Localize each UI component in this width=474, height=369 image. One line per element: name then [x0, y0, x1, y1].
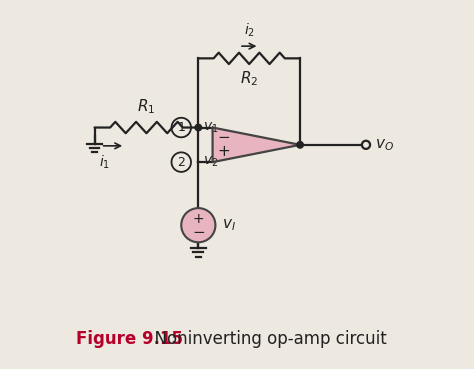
- Text: +: +: [192, 213, 204, 227]
- Polygon shape: [212, 128, 300, 162]
- Text: +: +: [218, 144, 230, 159]
- Text: $R_2$: $R_2$: [240, 70, 258, 89]
- Circle shape: [195, 124, 201, 131]
- Text: Noninverting op-amp circuit: Noninverting op-amp circuit: [144, 330, 387, 348]
- Text: 1: 1: [177, 121, 185, 134]
- Text: $v_O$: $v_O$: [374, 137, 393, 153]
- Text: Figure 9.15: Figure 9.15: [76, 330, 183, 348]
- Text: $v_1$: $v_1$: [203, 120, 219, 135]
- Circle shape: [362, 141, 370, 149]
- Text: 2: 2: [177, 156, 185, 169]
- Text: $v_2$: $v_2$: [203, 155, 219, 169]
- Text: −: −: [192, 225, 205, 239]
- Text: $R_1$: $R_1$: [137, 97, 155, 116]
- Text: $i_2$: $i_2$: [244, 21, 255, 39]
- Text: −: −: [218, 130, 230, 145]
- Circle shape: [181, 208, 216, 242]
- Text: $i_1$: $i_1$: [99, 153, 110, 170]
- Circle shape: [297, 142, 303, 148]
- Text: $v_I$: $v_I$: [222, 217, 236, 233]
